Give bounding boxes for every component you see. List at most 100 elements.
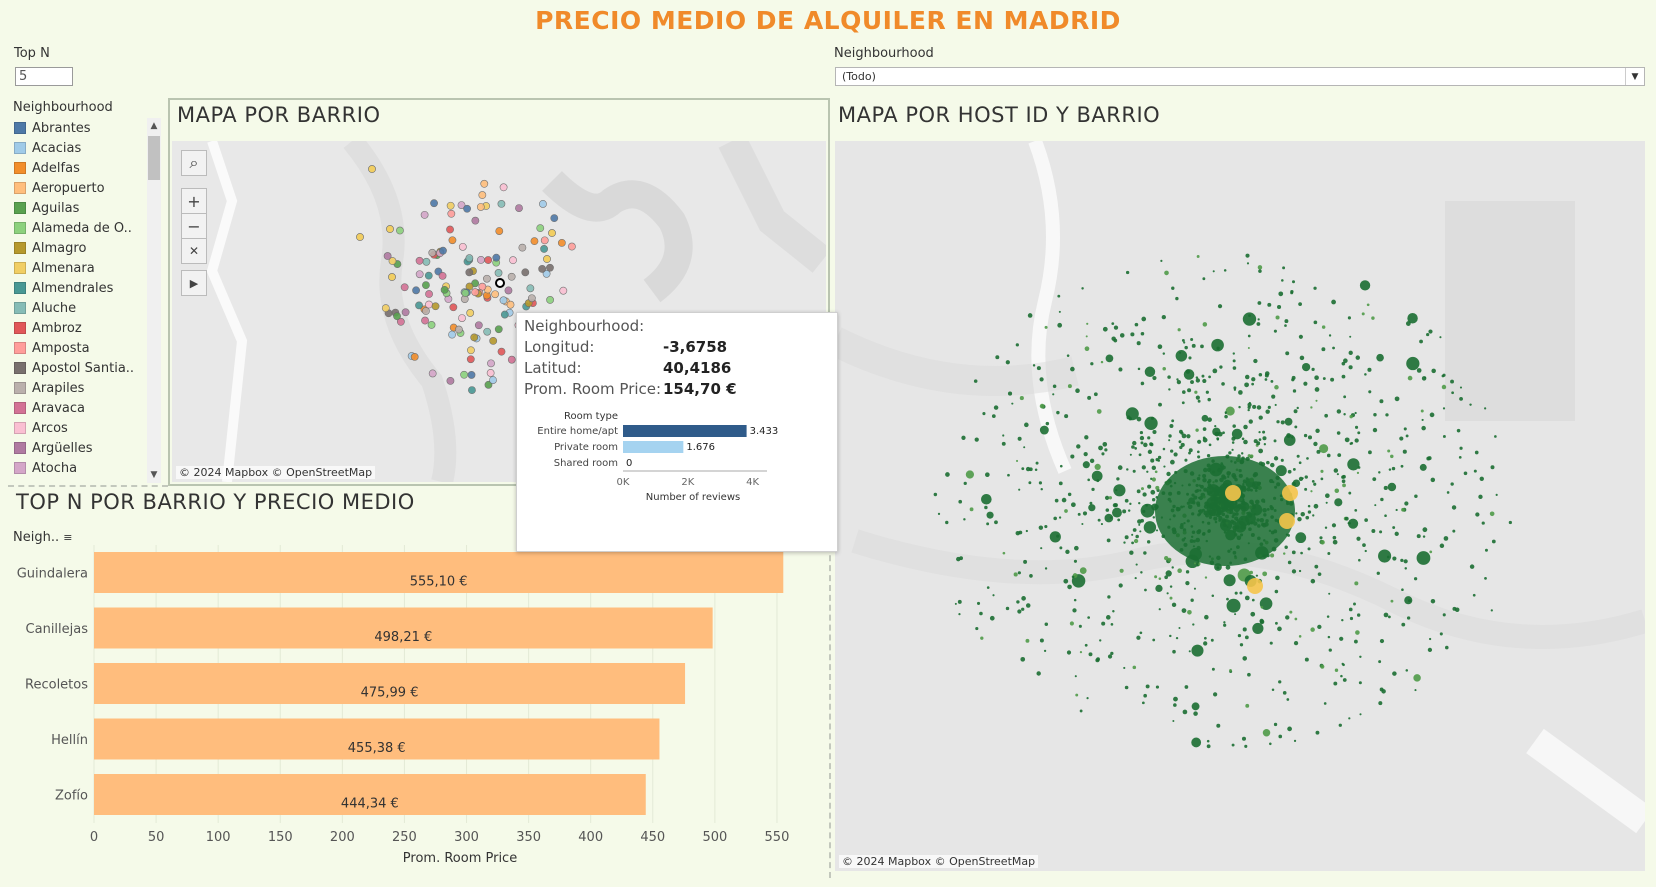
map-point[interactable]	[559, 286, 568, 295]
legend-item[interactable]: Aguilas	[14, 198, 134, 218]
map-point[interactable]	[468, 386, 476, 395]
play-icon[interactable]: ▶	[181, 270, 207, 296]
legend-item[interactable]: Aeropuerto	[14, 178, 134, 198]
search-icon[interactable]: ⌕	[181, 150, 207, 176]
scroll-thumb[interactable]	[148, 136, 160, 180]
scroll-up-icon[interactable]: ▲	[150, 121, 158, 131]
map-point[interactable]	[499, 296, 508, 305]
map-point[interactable]	[425, 300, 433, 309]
map-point[interactable]	[396, 226, 404, 235]
map-point[interactable]	[439, 246, 447, 255]
map-point[interactable]	[495, 227, 504, 235]
map-point[interactable]	[463, 204, 471, 213]
map-point[interactable]	[460, 370, 469, 379]
map-point[interactable]	[368, 165, 376, 173]
bar[interactable]	[94, 774, 646, 815]
map-point[interactable]	[540, 245, 548, 253]
map-point[interactable]	[477, 255, 485, 264]
neighbourhood-filter-dropdown[interactable]: (Todo) ▼	[835, 67, 1645, 86]
map-point[interactable]	[415, 256, 424, 265]
map-point[interactable]	[458, 314, 466, 322]
map-point[interactable]	[424, 271, 433, 280]
bar[interactable]	[94, 607, 713, 649]
map-point[interactable]	[465, 268, 474, 277]
selected-map-point[interactable]	[495, 278, 505, 288]
map-point[interactable]	[527, 294, 536, 303]
map-point[interactable]	[466, 355, 475, 364]
map-point[interactable]	[420, 210, 429, 219]
map-point[interactable]	[448, 330, 456, 339]
map-point[interactable]	[504, 286, 513, 295]
legend-item[interactable]: Arapiles	[14, 378, 134, 398]
map-point[interactable]	[421, 316, 429, 325]
map-point[interactable]	[447, 209, 456, 218]
map-point[interactable]	[427, 321, 436, 329]
map-point[interactable]	[546, 263, 554, 272]
map-point[interactable]	[499, 183, 508, 192]
map-point[interactable]	[422, 281, 430, 290]
legend-item[interactable]: Adelfas	[14, 158, 134, 178]
map-point[interactable]	[538, 265, 547, 273]
map-point[interactable]	[470, 333, 479, 342]
legend-item[interactable]: Argüelles	[14, 438, 134, 458]
legend-item[interactable]: Apostol Santia..	[14, 358, 134, 378]
map-point[interactable]	[526, 284, 535, 293]
map1-canvas[interactable]	[172, 141, 826, 482]
map-point[interactable]	[506, 300, 515, 309]
map-point[interactable]	[530, 237, 539, 246]
map-point[interactable]	[484, 256, 493, 264]
map2-canvas[interactable]	[835, 141, 1645, 871]
legend-item[interactable]: Alameda de O..	[14, 218, 134, 238]
map-point[interactable]	[448, 236, 457, 245]
map-point[interactable]	[500, 310, 509, 319]
host-points[interactable]	[933, 253, 1512, 749]
map-point[interactable]	[471, 288, 480, 297]
map-point[interactable]	[454, 325, 463, 334]
map-point[interactable]	[497, 347, 506, 356]
map-point[interactable]	[540, 236, 549, 245]
map-point[interactable]	[428, 369, 437, 378]
legend-item[interactable]: Amposta	[14, 338, 134, 358]
map-by-host-and-neighbourhood[interactable]: © 2024 Mapbox © OpenStreetMap	[835, 141, 1645, 871]
map-point[interactable]	[457, 201, 466, 209]
bar-chart-column-header[interactable]: Neigh.. ≡	[13, 530, 72, 545]
map-point[interactable]	[410, 353, 419, 361]
map-point[interactable]	[491, 290, 500, 299]
map-point[interactable]	[489, 336, 498, 345]
map-point[interactable]	[480, 179, 489, 188]
map-point[interactable]	[484, 380, 493, 389]
map-point[interactable]	[487, 359, 495, 368]
map-point[interactable]	[497, 199, 506, 208]
map-point[interactable]	[476, 203, 485, 211]
map-point[interactable]	[542, 269, 551, 278]
map-point[interactable]	[431, 302, 440, 311]
legend-item[interactable]: Atocha	[14, 458, 134, 478]
map-point[interactable]	[494, 269, 503, 277]
map-point[interactable]	[486, 369, 495, 377]
map-point[interactable]	[381, 304, 390, 313]
legend-item[interactable]: Almenara	[14, 258, 134, 278]
map-point[interactable]	[548, 229, 556, 237]
map-point[interactable]	[568, 242, 576, 251]
zoom-out-icon[interactable]: −	[181, 213, 207, 239]
map-point[interactable]	[461, 289, 470, 297]
map-point[interactable]	[430, 199, 438, 208]
map-point[interactable]	[467, 371, 476, 379]
map-point[interactable]	[356, 233, 364, 241]
map-point[interactable]	[467, 346, 475, 355]
map-point[interactable]	[546, 296, 554, 304]
map-point[interactable]	[446, 225, 454, 234]
map-point[interactable]	[388, 273, 396, 281]
map-point[interactable]	[446, 201, 455, 210]
map-point[interactable]	[474, 321, 483, 330]
map-point[interactable]	[478, 191, 487, 199]
map-point[interactable]	[518, 243, 527, 252]
map-point[interactable]	[438, 271, 447, 280]
map-point[interactable]	[521, 268, 530, 277]
map-point[interactable]	[412, 286, 420, 295]
map-point[interactable]	[539, 200, 547, 208]
pin-clear-icon[interactable]: ✕	[181, 238, 207, 264]
map-point[interactable]	[440, 286, 449, 294]
legend-item[interactable]: Aluche	[14, 298, 134, 318]
map-point[interactable]	[415, 270, 424, 279]
